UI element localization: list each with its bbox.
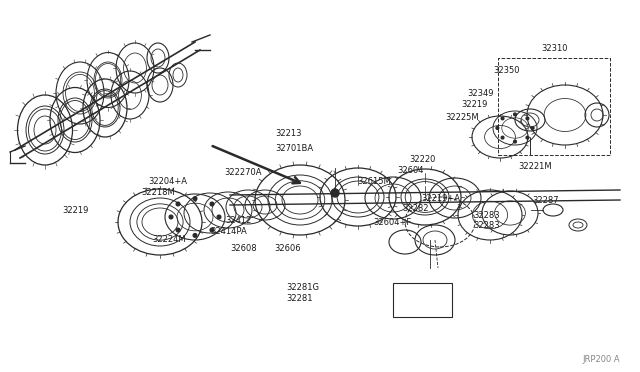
Circle shape (331, 189, 339, 197)
Text: 32213: 32213 (275, 129, 301, 138)
Text: 32604: 32604 (397, 166, 423, 174)
Circle shape (193, 234, 197, 237)
Text: 32219: 32219 (461, 100, 487, 109)
Text: 32608: 32608 (230, 244, 257, 253)
Text: 32606: 32606 (274, 244, 301, 253)
Text: 32281: 32281 (287, 294, 313, 303)
Circle shape (501, 117, 504, 120)
Circle shape (526, 136, 529, 139)
Text: 32701BA: 32701BA (275, 144, 314, 153)
Circle shape (526, 117, 529, 120)
Text: 32287: 32287 (532, 196, 559, 205)
Text: 32224M: 32224M (152, 235, 186, 244)
Circle shape (176, 228, 180, 232)
Circle shape (531, 126, 534, 129)
Circle shape (210, 202, 214, 206)
Circle shape (496, 126, 499, 129)
Circle shape (514, 113, 516, 116)
Circle shape (217, 215, 221, 219)
Text: 32220: 32220 (410, 155, 436, 164)
Text: 32349: 32349 (467, 89, 493, 97)
Text: 32225M: 32225M (445, 113, 479, 122)
Circle shape (176, 202, 180, 206)
Text: 32219+A: 32219+A (421, 194, 460, 203)
Text: 32604+F: 32604+F (373, 218, 412, 227)
Circle shape (514, 140, 516, 143)
Text: 32412: 32412 (225, 216, 252, 225)
Circle shape (169, 215, 173, 219)
Text: 32310: 32310 (541, 44, 567, 53)
Text: 32218M: 32218M (141, 188, 175, 197)
Text: 32283: 32283 (474, 211, 500, 219)
Circle shape (210, 228, 214, 232)
Circle shape (193, 197, 197, 201)
Text: 32282: 32282 (402, 204, 428, 213)
Circle shape (501, 136, 504, 139)
Text: 32281G: 32281G (287, 283, 320, 292)
Text: 32219: 32219 (63, 206, 89, 215)
Text: 32221M: 32221M (518, 162, 552, 171)
Text: 32414PA: 32414PA (210, 227, 246, 236)
Text: 322270A: 322270A (224, 169, 262, 177)
Text: 32283: 32283 (474, 221, 500, 230)
Text: 32615M: 32615M (357, 177, 391, 186)
Text: 32350: 32350 (493, 66, 519, 75)
Text: JRP200 A: JRP200 A (582, 355, 620, 364)
Text: 32204+A: 32204+A (148, 177, 188, 186)
